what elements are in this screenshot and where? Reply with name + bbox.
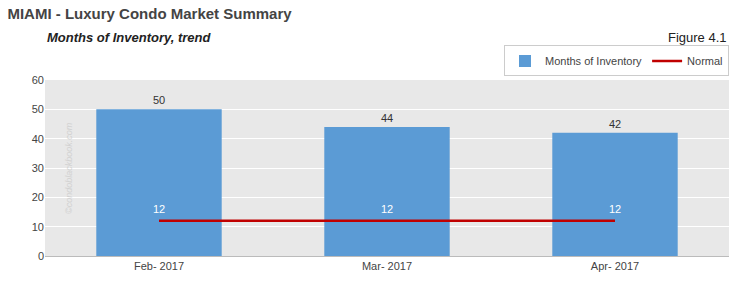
svg-text:Figure 4.1: Figure 4.1 [668, 30, 727, 45]
svg-text:Months of Inventory, trend: Months of Inventory, trend [47, 30, 212, 45]
svg-text:60: 60 [32, 74, 44, 86]
svg-text:50: 50 [32, 103, 44, 115]
svg-text:10: 10 [32, 221, 44, 233]
svg-text:Normal: Normal [687, 55, 722, 67]
svg-text:0: 0 [38, 250, 44, 262]
svg-text:44: 44 [381, 112, 393, 124]
svg-text:42: 42 [609, 118, 621, 130]
svg-text:Months of Inventory: Months of Inventory [545, 55, 642, 67]
svg-text:20: 20 [32, 191, 44, 203]
svg-text:Apr- 2017: Apr- 2017 [591, 260, 639, 272]
svg-text:MIAMI - Luxury Condo Market Su: MIAMI - Luxury Condo Market Summary [7, 5, 292, 22]
svg-text:12: 12 [381, 203, 393, 215]
svg-text:Mar- 2017: Mar- 2017 [362, 260, 412, 272]
svg-text:12: 12 [609, 203, 621, 215]
svg-text:40: 40 [32, 133, 44, 145]
svg-text:©condoblackbook.com: ©condoblackbook.com [64, 122, 74, 214]
svg-text:Feb- 2017: Feb- 2017 [134, 260, 184, 272]
svg-text:30: 30 [32, 162, 44, 174]
svg-text:50: 50 [153, 94, 165, 106]
svg-text:12: 12 [153, 203, 165, 215]
